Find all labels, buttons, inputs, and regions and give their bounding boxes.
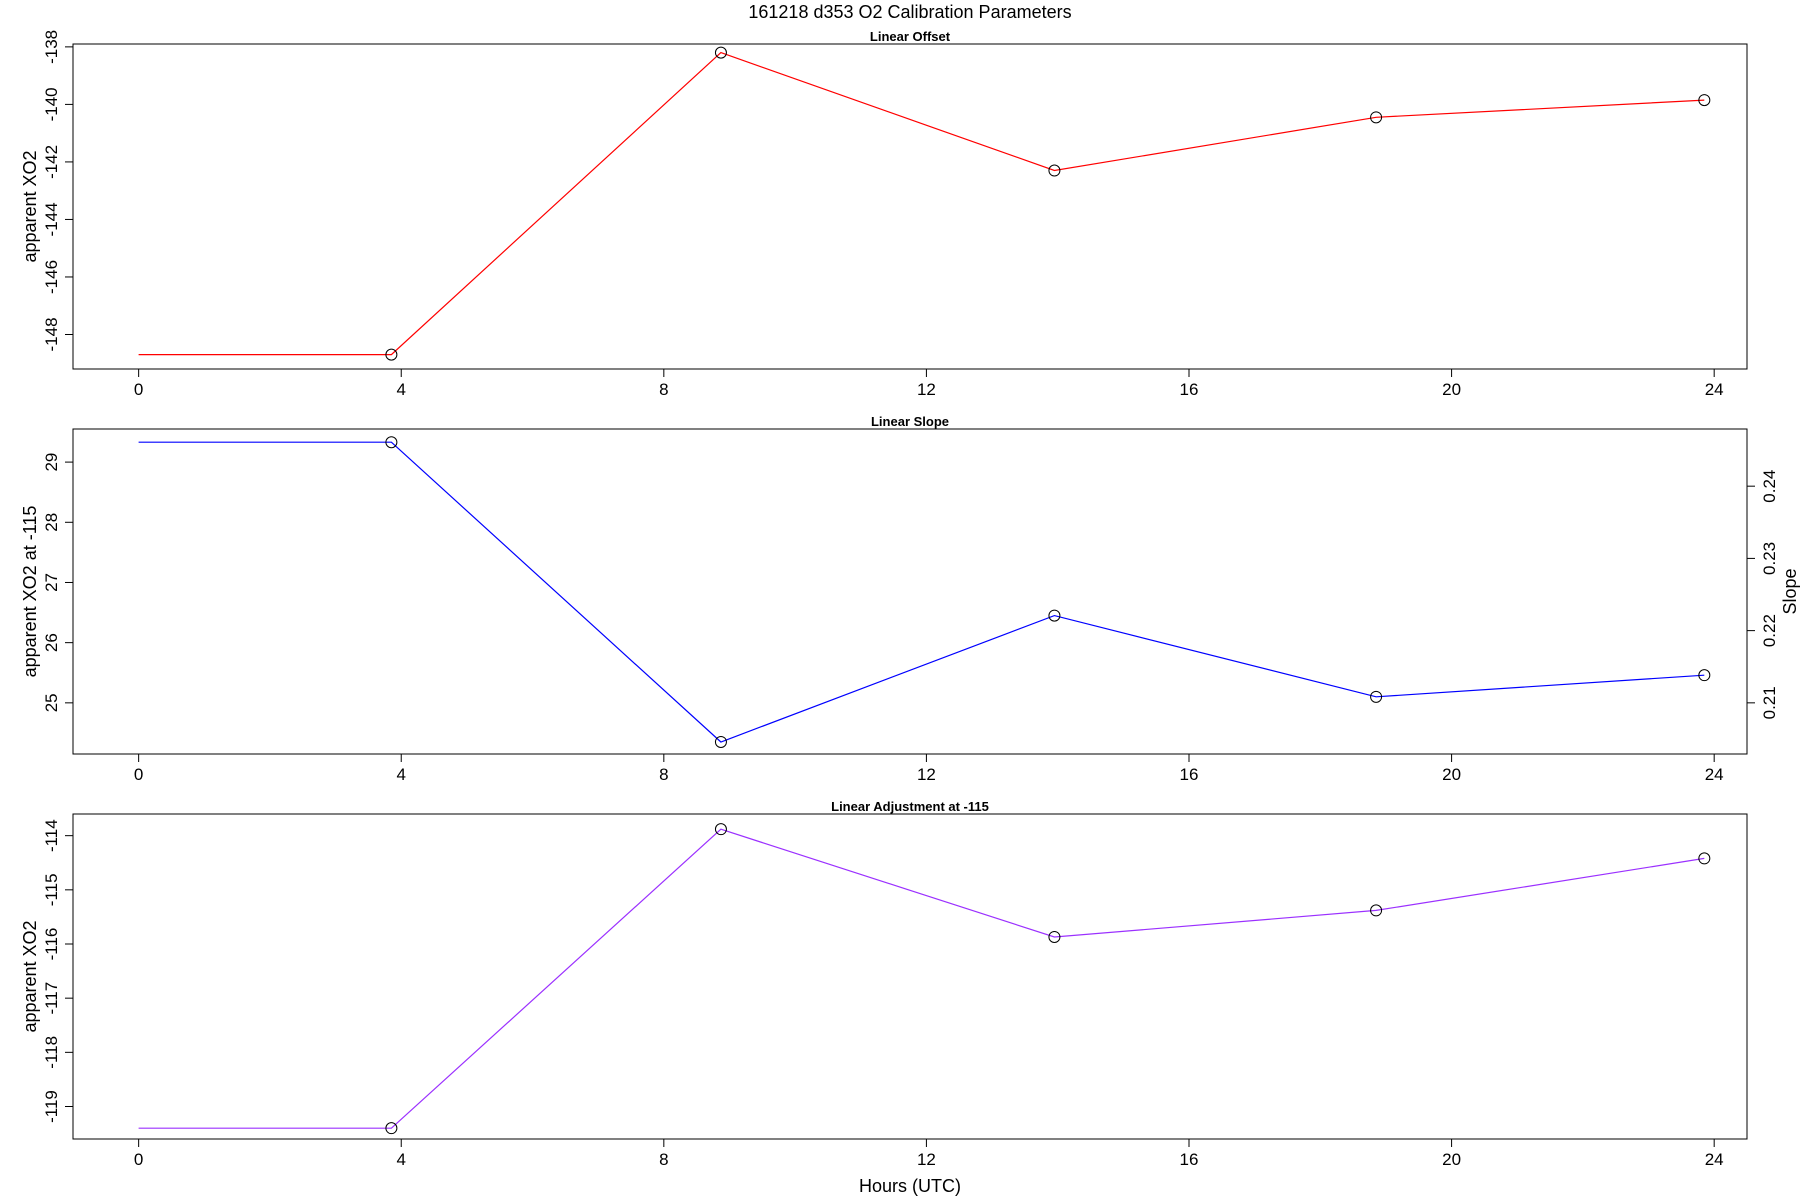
x-tick-label: 24 (1705, 1150, 1724, 1169)
x-tick-label: 16 (1180, 1150, 1199, 1169)
data-point (1048, 930, 1061, 943)
y-tick-label: -144 (42, 202, 61, 236)
x-tick-label: 20 (1442, 380, 1461, 399)
data-point (714, 823, 727, 836)
y2-tick-label: 0.21 (1760, 686, 1779, 719)
y-axis-label: apparent XO2 (20, 150, 40, 262)
x-tick-label: 16 (1180, 380, 1199, 399)
data-point (714, 46, 727, 59)
y-tick-label: -142 (42, 145, 61, 179)
y-tick-label: -117 (42, 982, 61, 1015)
y-tick-label: 26 (42, 633, 61, 652)
data-point (1698, 94, 1711, 107)
y-axis-label: apparent XO2 at -115 (20, 506, 40, 678)
linear-adjustment-panel: Linear Adjustment at -115 apparent XO2 0… (20, 799, 1748, 1169)
data-point (1370, 111, 1383, 124)
y-tick-label: -115 (42, 873, 61, 906)
x-tick-label: 4 (397, 765, 406, 784)
series-line (138, 828, 1705, 1129)
x-tick-label: 20 (1442, 1150, 1461, 1169)
data-point (1048, 609, 1061, 622)
data-point (385, 348, 398, 361)
x-tick-label: 8 (659, 1150, 668, 1169)
x-tick-label: 12 (917, 380, 936, 399)
data-point (1370, 690, 1383, 703)
y-tick-label: -140 (42, 87, 61, 121)
series-line (138, 441, 1705, 743)
data-point (714, 735, 727, 748)
data-point (1698, 852, 1711, 865)
x-tick-label: 12 (917, 1150, 936, 1169)
x-tick-label: 16 (1180, 765, 1199, 784)
y2-tick-label: 0.24 (1760, 470, 1779, 503)
x-tick-label: 8 (659, 765, 668, 784)
series-line (138, 51, 1705, 356)
x-tick-label: 20 (1442, 765, 1461, 784)
y2-tick-label: 0.23 (1760, 542, 1779, 575)
y-tick-label: 25 (42, 693, 61, 712)
x-tick-label: 0 (134, 1150, 143, 1169)
panel-title: Linear Adjustment at -115 (831, 799, 989, 814)
y-tick-label: -118 (42, 1036, 61, 1069)
data-point (385, 436, 398, 449)
y-tick-label: -138 (42, 30, 61, 64)
panel-title: Linear Slope (871, 414, 949, 429)
x-tick-label: 4 (397, 1150, 406, 1169)
x-tick-label: 24 (1705, 765, 1724, 784)
figure-title: 161218 d353 O2 Calibration Parameters (748, 2, 1071, 22)
x-tick-label: 0 (134, 765, 143, 784)
data-point (385, 1122, 398, 1135)
y2-axis-label: Slope (1780, 568, 1800, 614)
data-point (1048, 164, 1061, 177)
data-point (1370, 904, 1383, 917)
y-tick-label: -119 (42, 1090, 61, 1123)
linear-offset-panel: Linear Offset apparent XO2 0 4 8 12 16 20 24 -1… (20, 29, 1748, 399)
panel-title: Linear Offset (870, 29, 951, 44)
x-tick-label: 24 (1705, 380, 1724, 399)
x-tick-label: 8 (659, 380, 668, 399)
plot-frame (72, 813, 1748, 1140)
plot-frame (72, 428, 1748, 755)
y-tick-label: 29 (42, 453, 61, 472)
y-tick-label: 27 (42, 573, 61, 592)
y-tick-label: 28 (42, 513, 61, 532)
y-tick-label: -114 (42, 819, 61, 852)
x-tick-label: 12 (917, 765, 936, 784)
data-point (1698, 669, 1711, 682)
y-tick-label: -146 (42, 260, 61, 294)
linear-slope-panel: Linear Slope apparent XO2 at -115 Slope … (20, 414, 1800, 784)
y-tick-label: -116 (42, 928, 61, 961)
y2-tick-label: 0.22 (1760, 614, 1779, 647)
y-tick-label: -148 (42, 317, 61, 351)
x-axis-label: Hours (UTC) (859, 1176, 961, 1196)
plot-frame (72, 43, 1748, 370)
y-axis-label: apparent XO2 (20, 920, 40, 1032)
x-tick-label: 4 (397, 380, 406, 399)
x-tick-label: 0 (134, 380, 143, 399)
